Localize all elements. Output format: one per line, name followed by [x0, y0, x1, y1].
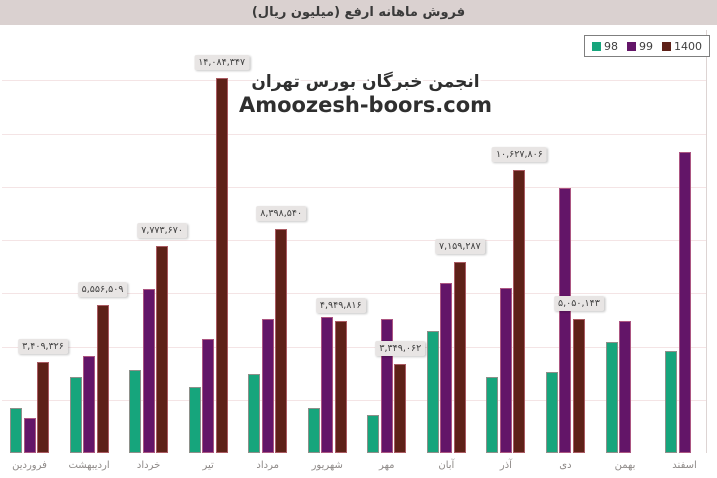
- bar-value-label-m4: ۱۴,۰۸۴,۳۴۷: [194, 55, 250, 71]
- chart-legend: 98 99 1400: [584, 35, 710, 57]
- bar-1400-m7: [394, 363, 407, 453]
- x-axis-label-m5: مرداد: [256, 460, 279, 471]
- bar-99-m11: [619, 320, 631, 453]
- x-axis-label-m6: شهریور: [311, 460, 343, 471]
- bar-value-label-m1: ۳,۴۰۹,۳۲۶: [18, 339, 68, 355]
- bar-99-m9: [499, 287, 512, 453]
- bar-99-m10: [559, 188, 572, 453]
- bar-1400-m5: [275, 229, 288, 453]
- x-axis-label-m1: فروردین: [12, 460, 47, 471]
- x-axis-label-m10: دی: [559, 460, 572, 471]
- bar-value-label-m10: ۵,۰۵۰,۱۴۳: [554, 295, 604, 311]
- bar-1400-m9: [513, 170, 526, 453]
- bar-98-m12: [665, 351, 678, 453]
- x-axis-label-m4: تیر: [202, 460, 214, 471]
- bar-98-m5: [248, 373, 261, 453]
- x-axis-label-m9: آذر: [499, 460, 512, 471]
- bar-98-m4: [188, 386, 201, 453]
- bar-1400-m10: [572, 318, 585, 453]
- bar-1400-m8: [453, 262, 466, 453]
- x-axis-label-m7: مهر: [379, 460, 395, 471]
- x-axis-label-m12: اسفند: [672, 460, 697, 471]
- gridline: [2, 240, 706, 242]
- bar-value-label-m9: ۱۰,۶۲۷,۸۰۶: [491, 147, 547, 163]
- bar-1400-m1: [37, 362, 49, 453]
- gridline: [2, 133, 706, 135]
- gridline: [2, 80, 706, 82]
- bar-99-m7: [380, 318, 393, 453]
- bar-99-m2: [83, 355, 96, 453]
- bar-1400-m6: [334, 321, 347, 453]
- bar-98-m7: [367, 414, 380, 453]
- legend-label-99: 99: [639, 39, 653, 53]
- bar-1400-m2: [96, 305, 109, 453]
- bar-value-label-m6: ۴,۹۴۹,۸۱۶: [315, 298, 366, 314]
- plot-right-border: [706, 30, 707, 453]
- page-title: فروش ماهانه ارفع (میلیون ریال): [251, 5, 466, 20]
- gridline: [2, 346, 706, 348]
- bar-value-label-m3: ۷,۷۷۳,۶۷۰: [137, 223, 187, 239]
- legend-label-1400: 1400: [674, 39, 702, 53]
- bar-98-m9: [486, 377, 499, 453]
- bar-99-m8: [440, 282, 453, 453]
- bar-value-label-m2: ۵,۵۵۶,۵۰۹: [77, 282, 128, 298]
- bar-98-m8: [426, 330, 439, 453]
- bar-99-m1: [23, 417, 36, 453]
- legend-item-1400: 1400: [662, 40, 702, 53]
- gridline: [2, 399, 706, 401]
- bar-99-m12: [678, 151, 691, 453]
- bar-98-m2: [69, 377, 82, 453]
- legend-item-99: 99: [627, 40, 653, 53]
- bar-99-m5: [261, 318, 274, 453]
- x-axis-label-m2: اردیبهشت: [68, 460, 110, 471]
- legend-swatch-1400: [662, 41, 671, 51]
- bar-99-m3: [142, 289, 155, 453]
- bar-value-label-m7: ۳,۳۴۹,۰۶۲: [375, 340, 426, 356]
- gridline: [2, 186, 706, 188]
- bar-99-m4: [202, 338, 215, 453]
- bar-value-label-m8: ۷,۱۵۹,۲۸۷: [434, 239, 485, 255]
- bar-98-m3: [129, 369, 142, 453]
- bar-99-m6: [321, 316, 334, 453]
- x-axis-label-m3: خرداد: [136, 460, 161, 471]
- title-bar: فروش ماهانه ارفع (میلیون ریال): [0, 0, 717, 25]
- x-axis-label-m8: آبان: [438, 460, 455, 471]
- legend-label-98: 98: [604, 39, 618, 53]
- legend-swatch-99: [627, 41, 636, 51]
- bar-98-m11: [605, 342, 618, 453]
- legend-item-98: 98: [592, 40, 618, 53]
- bar-98-m6: [307, 408, 320, 453]
- bar-1400-m4: [215, 78, 228, 453]
- legend-swatch-98: [592, 41, 601, 51]
- bar-98-m1: [10, 408, 22, 453]
- x-axis-label-m11: بهمن: [614, 460, 636, 471]
- bar-98-m10: [545, 371, 558, 453]
- bar-1400-m3: [156, 246, 169, 453]
- bar-value-label-m5: ۸,۳۹۸,۵۴۰: [256, 206, 307, 222]
- gridline: [2, 293, 706, 295]
